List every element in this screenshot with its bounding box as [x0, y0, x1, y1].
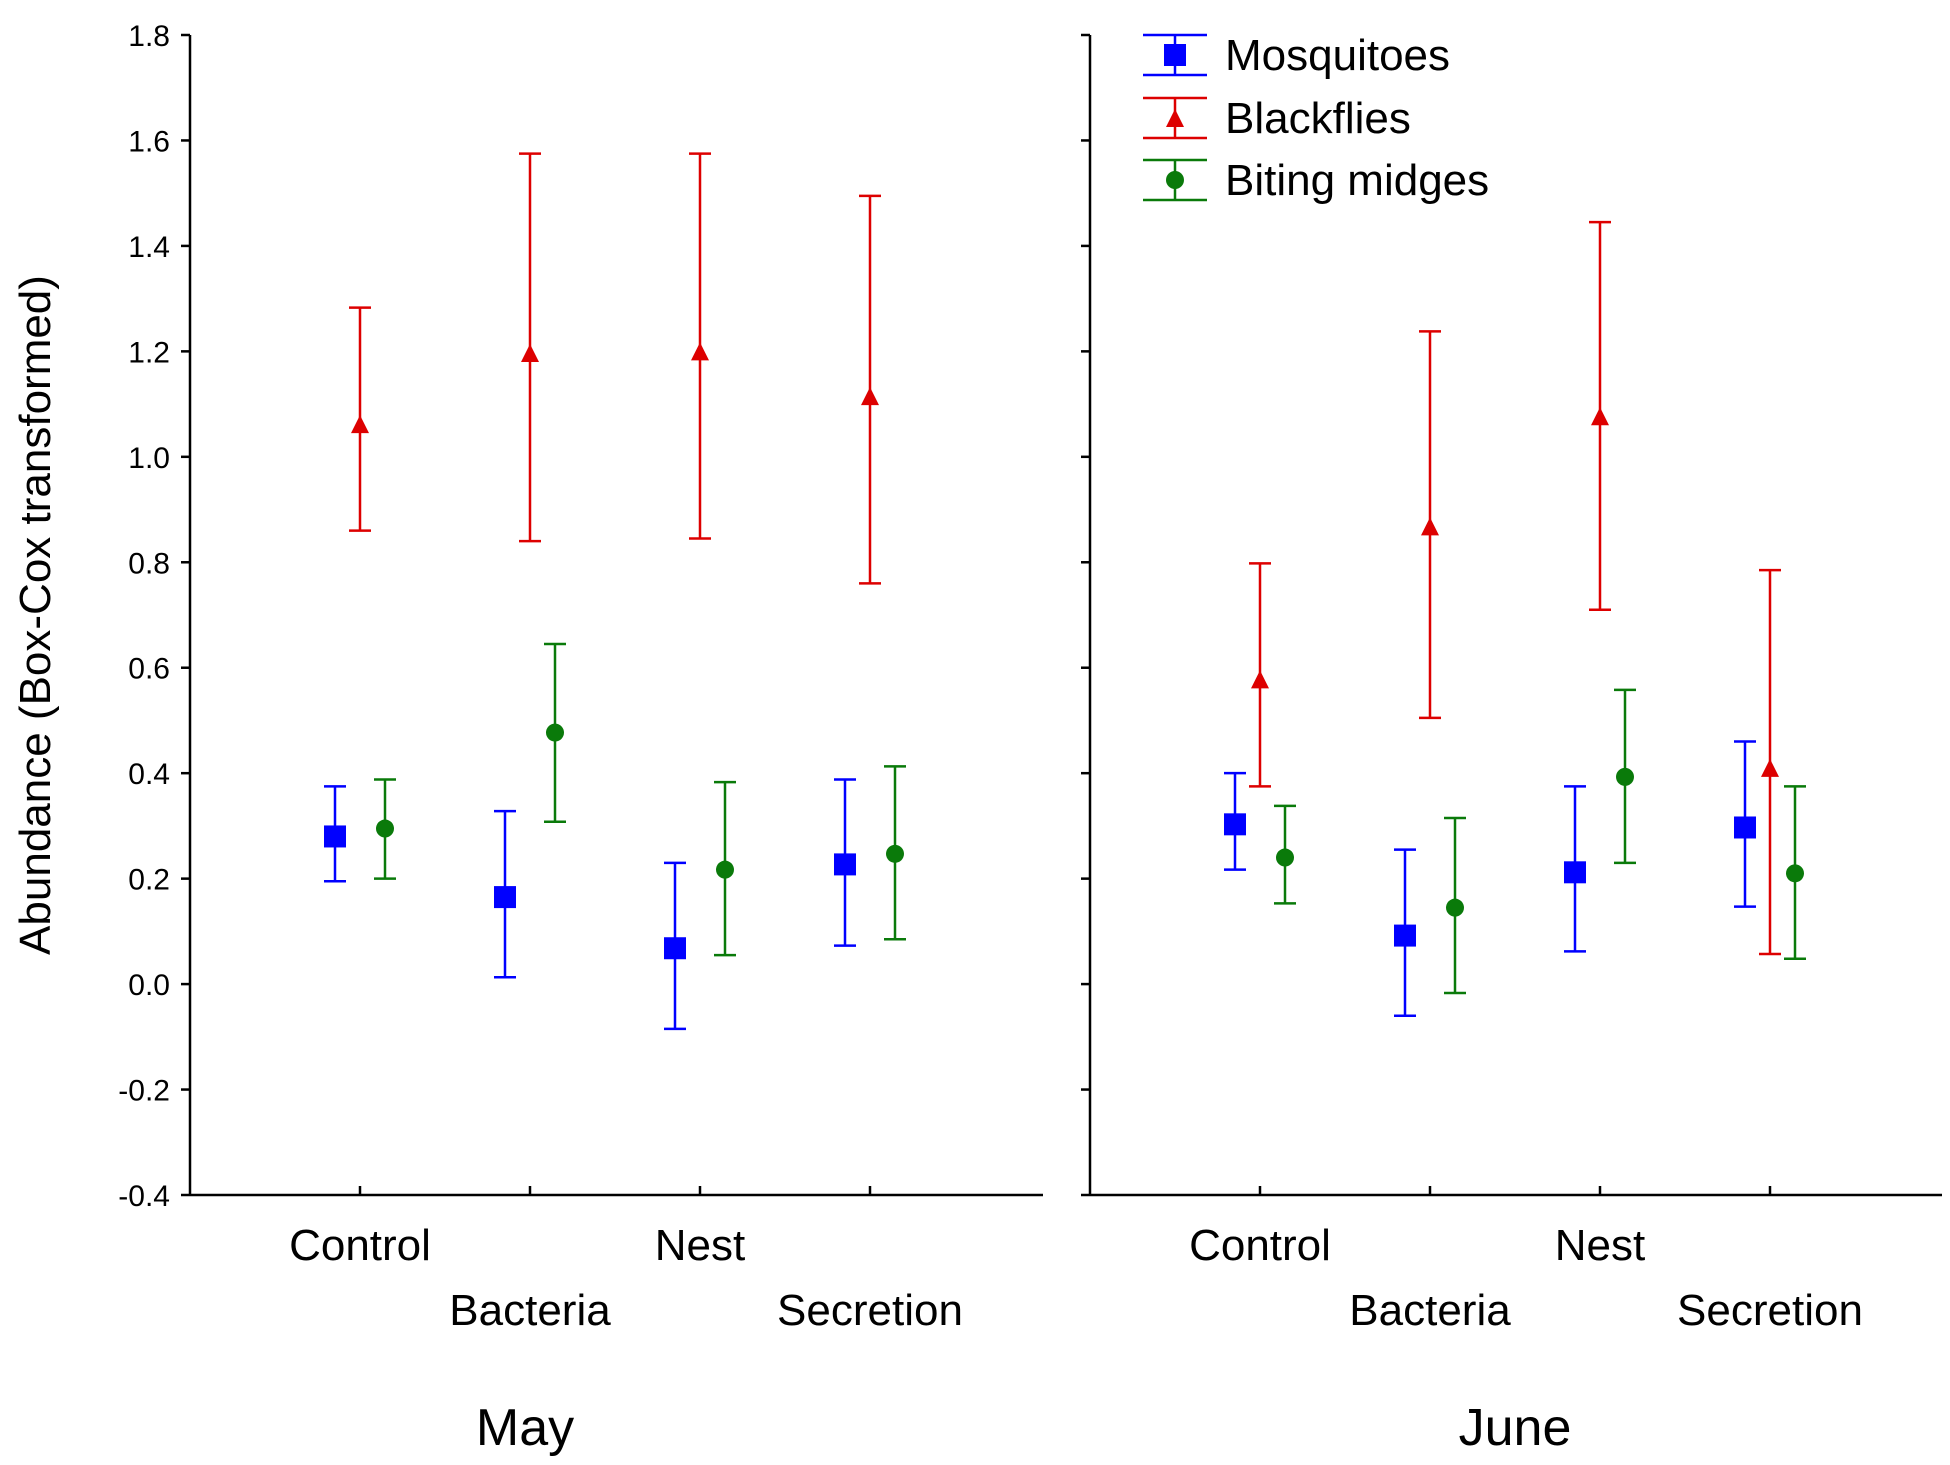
- june-category-label: Control: [1189, 1221, 1331, 1270]
- june-blackflies-point: [1591, 407, 1609, 426]
- june-panel-label: June: [1459, 1399, 1572, 1457]
- june-biting-midges-point: [1786, 864, 1804, 883]
- legend-biting-midges-marker: [1166, 171, 1184, 189]
- may-category-label: Nest: [655, 1221, 745, 1270]
- may-panel-label: May: [476, 1399, 574, 1457]
- may-blackflies-point: [521, 343, 539, 362]
- may-biting-midges-point: [886, 844, 904, 863]
- y-tick-label: 1.4: [128, 231, 170, 264]
- may-mosquitoes-point: [494, 886, 516, 909]
- june-category-label: Bacteria: [1349, 1286, 1511, 1335]
- june-biting-midges-point: [1616, 767, 1634, 786]
- june-biting-midges-point: [1276, 848, 1294, 867]
- y-tick-label: 0.4: [128, 758, 170, 791]
- may-blackflies-point: [351, 415, 369, 434]
- y-axis-label: Abundance (Box-Cox transformed): [11, 275, 60, 955]
- legend-biting-midges-label: Biting midges: [1225, 156, 1489, 205]
- june-category-label: Nest: [1555, 1221, 1645, 1270]
- may-category-label: Control: [289, 1221, 431, 1270]
- y-tick-label: 1.8: [128, 20, 170, 53]
- legend-mosquitoes-marker: [1164, 44, 1186, 66]
- may-mosquitoes-point: [834, 853, 856, 876]
- may-mosquitoes-point: [324, 825, 346, 848]
- y-tick-label: 0.0: [128, 969, 170, 1002]
- legend-blackflies-marker: [1166, 109, 1184, 127]
- june-blackflies-point: [1421, 517, 1439, 536]
- may-biting-midges-point: [546, 723, 564, 742]
- legend-mosquitoes-label: Mosquitoes: [1225, 31, 1450, 80]
- may-blackflies-point: [861, 387, 879, 406]
- y-tick-label: 0.8: [128, 547, 170, 580]
- may-biting-midges-point: [376, 819, 394, 838]
- june-mosquitoes-point: [1734, 816, 1756, 839]
- may-mosquitoes-point: [664, 937, 686, 960]
- y-tick-label: -0.2: [118, 1075, 170, 1108]
- june-blackflies-point: [1251, 670, 1269, 689]
- june-biting-midges-point: [1446, 898, 1464, 917]
- june-mosquitoes-point: [1394, 924, 1416, 947]
- may-biting-midges-point: [716, 860, 734, 879]
- y-tick-label: 1.0: [128, 442, 170, 475]
- y-tick-label: -0.4: [118, 1180, 170, 1213]
- may-blackflies-point: [691, 342, 709, 361]
- may-category-label: Bacteria: [449, 1286, 611, 1335]
- y-tick-label: 1.2: [128, 336, 170, 369]
- june-mosquitoes-point: [1564, 861, 1586, 884]
- legend-blackflies-label: Blackflies: [1225, 94, 1411, 143]
- june-category-label: Secretion: [1677, 1286, 1863, 1335]
- june-blackflies-point: [1761, 758, 1779, 777]
- y-tick-label: 1.6: [128, 125, 170, 158]
- y-tick-label: 0.2: [128, 864, 170, 897]
- june-mosquitoes-point: [1224, 813, 1246, 836]
- y-tick-label: 0.6: [128, 653, 170, 686]
- may-category-label: Secretion: [777, 1286, 963, 1335]
